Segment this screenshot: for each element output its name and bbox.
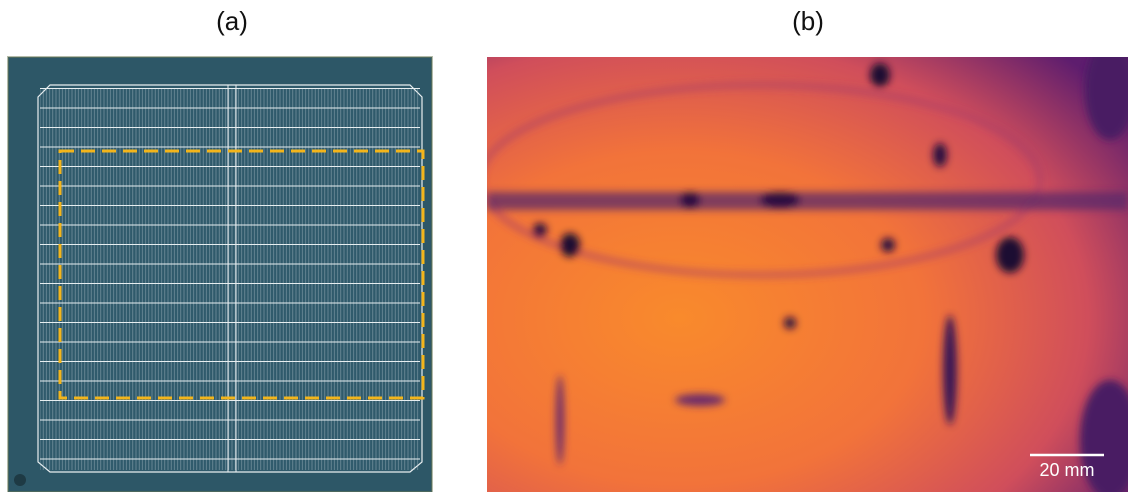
scale-bar-label: 20 mm: [1039, 460, 1094, 480]
figure: (a) (b): [0, 0, 1130, 492]
luminescence-image: 20 mm: [480, 40, 1130, 492]
solar-cell-photo: [8, 57, 432, 492]
panel-label: (a): [216, 6, 248, 36]
panel-label: (b): [792, 6, 824, 36]
